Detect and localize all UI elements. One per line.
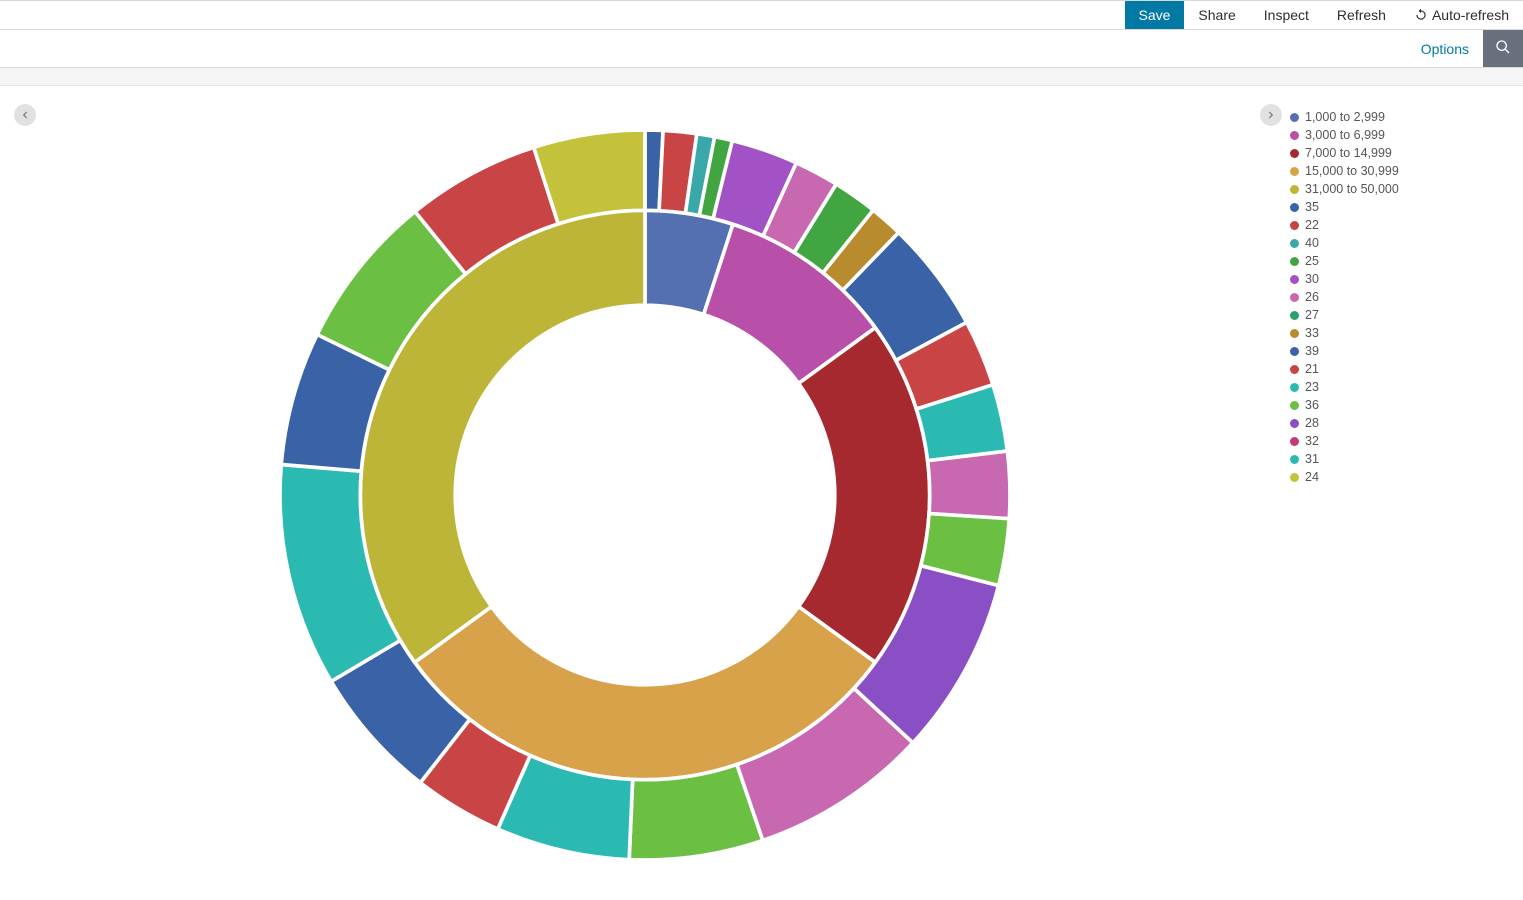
legend-swatch — [1290, 419, 1299, 428]
legend-label: 23 — [1305, 378, 1319, 396]
legend-swatch — [1290, 383, 1299, 392]
inspect-label: Inspect — [1264, 7, 1309, 23]
legend-swatch — [1290, 437, 1299, 446]
chart-slice[interactable] — [629, 764, 763, 860]
options-button[interactable]: Options — [1407, 30, 1483, 67]
legend-label: 1,000 to 2,999 — [1305, 108, 1385, 126]
legend-swatch — [1290, 113, 1299, 122]
legend-label: 31,000 to 50,000 — [1305, 180, 1399, 198]
autorefresh-label: Auto-refresh — [1432, 7, 1509, 23]
refresh-button[interactable]: Refresh — [1323, 1, 1400, 29]
refresh-label: Refresh — [1337, 7, 1386, 23]
legend-item[interactable]: 31,000 to 50,000 — [1290, 180, 1399, 198]
legend-label: 39 — [1305, 342, 1319, 360]
legend-item[interactable]: 28 — [1290, 414, 1399, 432]
search-button[interactable] — [1483, 30, 1523, 67]
legend-item[interactable]: 35 — [1290, 198, 1399, 216]
donut-chart — [280, 130, 1010, 860]
legend-label: 21 — [1305, 360, 1319, 378]
legend-swatch — [1290, 329, 1299, 338]
inspect-button[interactable]: Inspect — [1250, 1, 1323, 29]
legend-label: 33 — [1305, 324, 1319, 342]
legend-swatch — [1290, 239, 1299, 248]
legend-swatch — [1290, 131, 1299, 140]
legend-item[interactable]: 36 — [1290, 396, 1399, 414]
legend-item[interactable]: 27 — [1290, 306, 1399, 324]
legend-item[interactable]: 24 — [1290, 468, 1399, 486]
legend-swatch — [1290, 311, 1299, 320]
legend-swatch — [1290, 473, 1299, 482]
search-icon — [1495, 39, 1511, 58]
chevron-right-icon — [1266, 107, 1276, 123]
sub-toolbar: Options — [0, 30, 1523, 68]
legend-label: 3,000 to 6,999 — [1305, 126, 1385, 144]
legend-item[interactable]: 21 — [1290, 360, 1399, 378]
legend-label: 40 — [1305, 234, 1319, 252]
legend-swatch — [1290, 257, 1299, 266]
legend-item[interactable]: 30 — [1290, 270, 1399, 288]
legend-label: 36 — [1305, 396, 1319, 414]
legend-item[interactable]: 1,000 to 2,999 — [1290, 108, 1399, 126]
visualization-area: 1,000 to 2,9993,000 to 6,9997,000 to 14,… — [0, 86, 1523, 900]
legend-item[interactable]: 7,000 to 14,999 — [1290, 144, 1399, 162]
legend-item[interactable]: 25 — [1290, 252, 1399, 270]
legend-swatch — [1290, 167, 1299, 176]
legend-item[interactable]: 23 — [1290, 378, 1399, 396]
chevron-left-icon — [20, 107, 30, 123]
legend-label: 15,000 to 30,999 — [1305, 162, 1399, 180]
legend-swatch — [1290, 365, 1299, 374]
share-button[interactable]: Share — [1184, 1, 1249, 29]
share-label: Share — [1198, 7, 1235, 23]
legend-item[interactable]: 40 — [1290, 234, 1399, 252]
legend-item[interactable]: 33 — [1290, 324, 1399, 342]
chart-slice[interactable] — [928, 451, 1010, 519]
legend-label: 27 — [1305, 306, 1319, 324]
legend-label: 30 — [1305, 270, 1319, 288]
legend-swatch — [1290, 275, 1299, 284]
collapse-right-button[interactable] — [1260, 104, 1282, 126]
legend-label: 25 — [1305, 252, 1319, 270]
legend-item[interactable]: 3,000 to 6,999 — [1290, 126, 1399, 144]
legend-swatch — [1290, 203, 1299, 212]
legend: 1,000 to 2,9993,000 to 6,9997,000 to 14,… — [1290, 108, 1399, 486]
legend-label: 35 — [1305, 198, 1319, 216]
save-button[interactable]: Save — [1125, 1, 1185, 29]
legend-label: 28 — [1305, 414, 1319, 432]
autorefresh-icon — [1414, 8, 1428, 22]
collapse-left-button[interactable] — [14, 104, 36, 126]
legend-swatch — [1290, 347, 1299, 356]
autorefresh-button[interactable]: Auto-refresh — [1400, 1, 1523, 29]
legend-swatch — [1290, 149, 1299, 158]
legend-item[interactable]: 15,000 to 30,999 — [1290, 162, 1399, 180]
legend-label: 7,000 to 14,999 — [1305, 144, 1392, 162]
legend-item[interactable]: 22 — [1290, 216, 1399, 234]
legend-swatch — [1290, 455, 1299, 464]
legend-label: 31 — [1305, 450, 1319, 468]
legend-swatch — [1290, 185, 1299, 194]
legend-label: 26 — [1305, 288, 1319, 306]
legend-swatch — [1290, 221, 1299, 230]
options-label: Options — [1421, 41, 1469, 57]
legend-swatch — [1290, 401, 1299, 410]
legend-swatch — [1290, 293, 1299, 302]
legend-label: 24 — [1305, 468, 1319, 486]
legend-item[interactable]: 26 — [1290, 288, 1399, 306]
legend-item[interactable]: 31 — [1290, 450, 1399, 468]
legend-label: 32 — [1305, 432, 1319, 450]
legend-label: 22 — [1305, 216, 1319, 234]
top-toolbar: Save Share Inspect Refresh Auto-refresh — [0, 0, 1523, 30]
legend-item[interactable]: 32 — [1290, 432, 1399, 450]
separator-band — [0, 68, 1523, 86]
legend-item[interactable]: 39 — [1290, 342, 1399, 360]
save-label: Save — [1139, 7, 1171, 23]
